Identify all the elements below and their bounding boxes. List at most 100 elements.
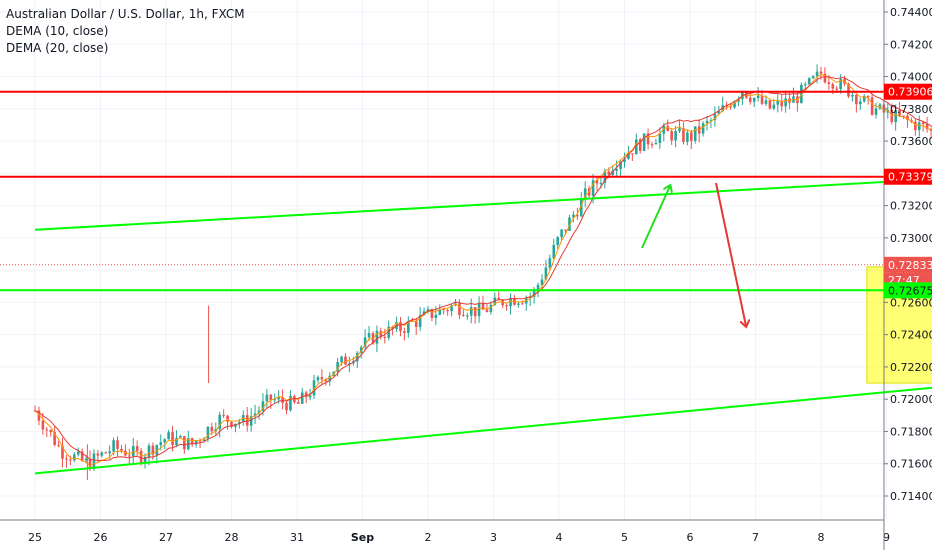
candle-body bbox=[752, 97, 756, 102]
candle-body bbox=[921, 122, 925, 125]
symbol-title: Australian Dollar / U.S. Dollar, 1h, FXC… bbox=[6, 7, 245, 21]
candle-body bbox=[198, 440, 202, 442]
candle-body bbox=[623, 158, 626, 162]
candle-body bbox=[847, 83, 850, 97]
candle-body bbox=[646, 133, 650, 145]
candle-body bbox=[914, 121, 917, 131]
x-tick-label: Sep bbox=[351, 531, 374, 544]
candle-body bbox=[780, 100, 783, 107]
candle-body bbox=[300, 392, 304, 404]
candle-body bbox=[572, 214, 575, 218]
candle-body bbox=[226, 415, 229, 422]
candle-body bbox=[686, 132, 689, 142]
y-tick-label: 0.74000 bbox=[890, 71, 932, 84]
candle-body bbox=[285, 403, 288, 411]
y-tick-label: 0.73000 bbox=[890, 232, 932, 245]
y-tick-label: 0.71600 bbox=[890, 458, 932, 471]
candle-body bbox=[654, 142, 658, 145]
candle-body bbox=[666, 125, 670, 132]
x-tick-label: 4 bbox=[556, 531, 563, 544]
candle-body bbox=[690, 132, 693, 141]
candle-body bbox=[473, 307, 477, 317]
candle-body bbox=[729, 106, 732, 108]
candle-body bbox=[434, 314, 438, 318]
candle-body bbox=[355, 352, 359, 362]
candle-body bbox=[595, 180, 599, 184]
candle-body bbox=[627, 153, 630, 159]
x-tick-label: 5 bbox=[621, 531, 628, 544]
candle-body bbox=[273, 399, 277, 401]
candle-body bbox=[143, 456, 147, 463]
candle-body bbox=[544, 267, 548, 280]
candle-body bbox=[418, 315, 422, 327]
candle-body bbox=[128, 455, 131, 457]
candle-body bbox=[163, 439, 166, 443]
candle-body bbox=[521, 303, 524, 305]
candle-body bbox=[253, 413, 257, 417]
candle-body bbox=[678, 128, 681, 132]
price-tag-last: 0.72833 bbox=[888, 259, 932, 272]
candle-body bbox=[84, 458, 88, 461]
candle-body bbox=[249, 416, 253, 426]
candle-body bbox=[131, 446, 135, 457]
candle-body bbox=[862, 95, 866, 102]
candle-body bbox=[344, 356, 347, 365]
candle-body bbox=[257, 410, 261, 414]
indicator-dema-20: DEMA (20, close) bbox=[6, 41, 109, 55]
candle-body bbox=[866, 95, 870, 98]
candle-body bbox=[485, 309, 489, 312]
candle-body bbox=[823, 73, 827, 83]
candle-body bbox=[693, 126, 697, 141]
indicator-dema-10: DEMA (10, close) bbox=[6, 24, 109, 38]
dema-10-line bbox=[34, 74, 932, 467]
dema-lines bbox=[34, 74, 932, 467]
x-tick-label: 6 bbox=[687, 531, 694, 544]
candle-body bbox=[631, 153, 634, 155]
candle-body bbox=[363, 337, 367, 348]
candle-body bbox=[147, 445, 151, 457]
candle-body bbox=[120, 448, 123, 451]
lower-trendline bbox=[34, 386, 932, 475]
chart-legend: Australian Dollar / U.S. Dollar, 1h, FXC… bbox=[6, 6, 245, 57]
candle-body bbox=[304, 392, 308, 398]
candle-body bbox=[756, 95, 760, 98]
candle-body bbox=[831, 84, 835, 89]
candle-body bbox=[917, 122, 921, 131]
y-tick-label: 0.72400 bbox=[890, 329, 932, 342]
candle-body bbox=[155, 445, 159, 455]
candle-body bbox=[383, 336, 387, 338]
candle-body bbox=[733, 101, 736, 108]
candle-body bbox=[399, 322, 402, 332]
candle-body bbox=[638, 139, 642, 151]
candle-body bbox=[328, 375, 332, 382]
candle-body bbox=[96, 453, 100, 456]
candle-body bbox=[234, 423, 237, 427]
candle-body bbox=[717, 111, 721, 114]
candle-body bbox=[108, 451, 111, 454]
candle-body bbox=[159, 442, 163, 446]
candle-body bbox=[297, 402, 300, 404]
candle-body bbox=[579, 198, 583, 217]
candle-body bbox=[403, 331, 406, 333]
candle-body bbox=[218, 414, 222, 430]
candle-body bbox=[135, 446, 139, 451]
candle-body bbox=[835, 88, 839, 90]
candle-body bbox=[73, 454, 76, 461]
y-tick-label: 0.73600 bbox=[890, 135, 932, 148]
candle-body bbox=[359, 347, 363, 353]
candle-body bbox=[238, 422, 241, 424]
candle-body bbox=[772, 104, 776, 109]
candle-body bbox=[92, 453, 96, 469]
candle-body bbox=[634, 139, 638, 155]
candle-body bbox=[139, 450, 143, 463]
candle-body bbox=[190, 438, 194, 445]
candle-body bbox=[214, 429, 218, 432]
candle-body bbox=[599, 182, 603, 184]
candle-body bbox=[748, 97, 752, 102]
price-tag-r1: 0.73906 bbox=[888, 86, 932, 99]
candle-body bbox=[175, 437, 178, 446]
candle-body bbox=[167, 432, 170, 440]
candle-body bbox=[53, 432, 56, 446]
